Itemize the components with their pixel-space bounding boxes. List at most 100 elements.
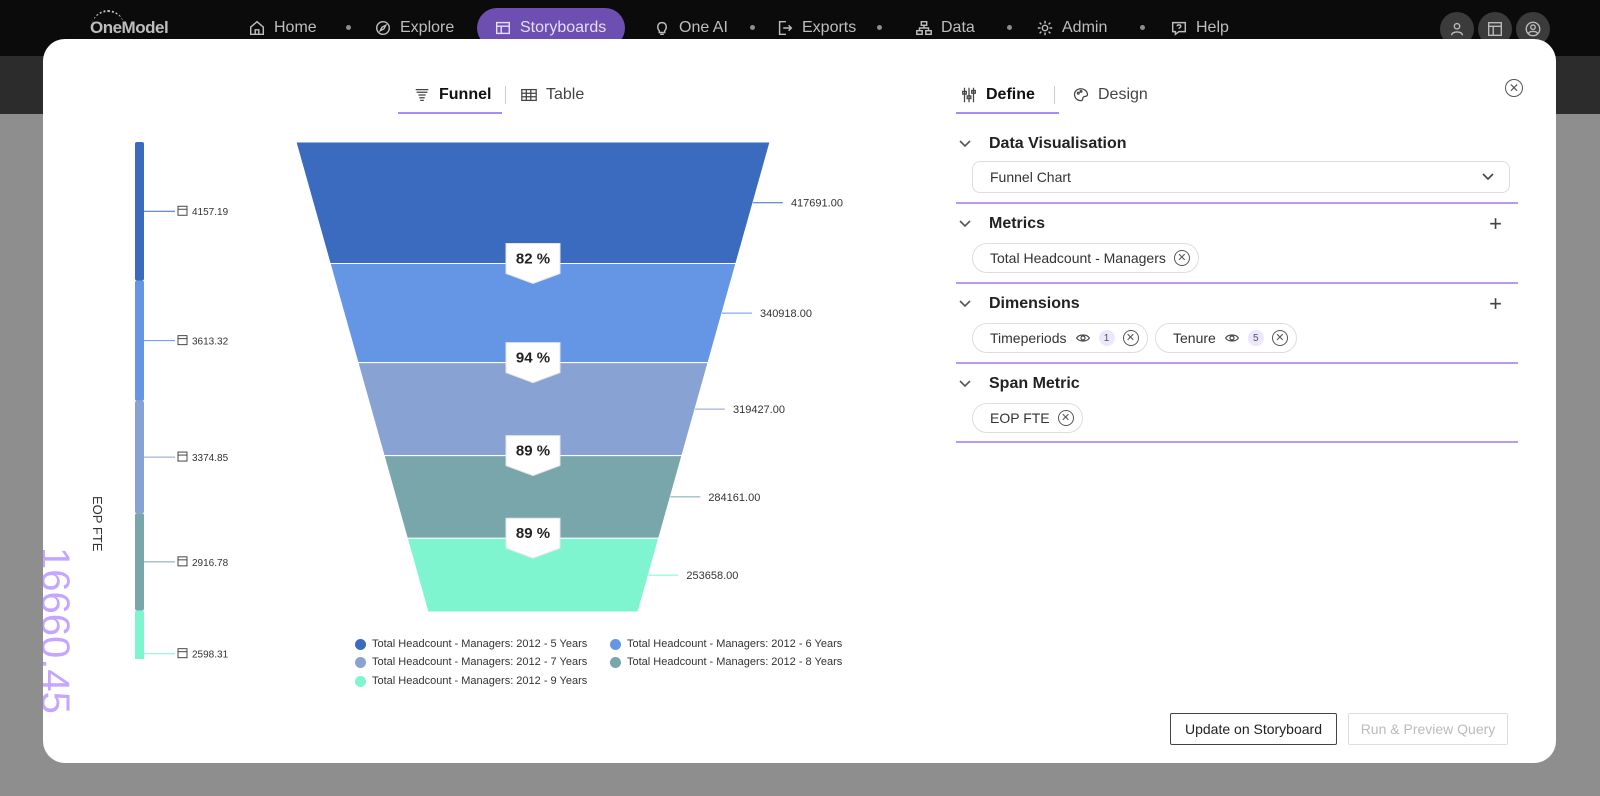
conversion-badge xyxy=(505,342,561,384)
section-header[interactable]: Data Visualisation xyxy=(956,129,1518,159)
calendar-icon xyxy=(177,335,188,346)
nav-item-label: Home xyxy=(274,19,317,36)
legend-label: Total Headcount - Managers: 2012 - 5 Yea… xyxy=(372,638,588,650)
active-panel-tab-underline xyxy=(956,112,1059,114)
tab-divider xyxy=(505,86,506,104)
nav-item-storyboards[interactable]: Storyboards xyxy=(494,14,606,42)
span-value-label: 4157.19 xyxy=(192,207,229,218)
chevron-down-icon[interactable] xyxy=(958,377,971,389)
visualisation-type-select[interactable]: Funnel Chart xyxy=(972,161,1510,193)
remove-chip-button[interactable]: ✕ xyxy=(1271,330,1288,346)
stage-value-label: 319427.00 xyxy=(733,404,785,416)
add-dimension-button[interactable]: + xyxy=(1489,291,1502,316)
legend-item[interactable]: Total Headcount - Managers: 2012 - 6 Yea… xyxy=(610,638,842,650)
compass-icon xyxy=(375,20,391,36)
stage-value-label: 340918.00 xyxy=(760,308,812,320)
tab-divider xyxy=(1054,86,1055,104)
close-modal-button[interactable]: ✕ xyxy=(1505,79,1523,97)
section-title: Span Metric xyxy=(989,375,1080,392)
section-header[interactable]: Span Metric xyxy=(956,369,1518,399)
tile-editor-modal: Funnel Table Define Design ✕ 417691.00 34… xyxy=(43,39,1556,763)
span-bar-segment xyxy=(135,610,144,659)
home-icon xyxy=(249,20,265,36)
add-metric-button[interactable]: + xyxy=(1489,211,1502,236)
remove-chip-button[interactable]: ✕ xyxy=(1057,410,1074,426)
table-icon xyxy=(521,88,537,102)
nav-item-one-ai[interactable]: One AI xyxy=(653,14,728,42)
span-metric-chip[interactable]: EOP FTE ✕ xyxy=(972,403,1083,433)
calendar-icon xyxy=(177,205,188,216)
calendar-icon xyxy=(177,451,188,462)
legend-swatch xyxy=(355,638,366,650)
dimension-chip-tenure[interactable]: Tenure 5 ✕ xyxy=(1155,323,1297,353)
funnel-icon xyxy=(415,88,429,102)
tab-label: Table xyxy=(546,86,585,103)
nav-item-admin[interactable]: Admin xyxy=(1036,14,1107,42)
legend-swatch xyxy=(610,638,621,650)
funnel-segment[interactable] xyxy=(406,537,660,613)
stage-value-label: 417691.00 xyxy=(791,198,843,210)
nav-separator-dot xyxy=(877,25,882,30)
run-preview-query-button[interactable]: Run & Preview Query xyxy=(1348,713,1508,745)
conversion-rate-label: 82 % xyxy=(516,250,550,267)
nav-item-exports[interactable]: Exports xyxy=(776,14,856,42)
close-icon: ✕ xyxy=(1508,81,1520,95)
nav-item-label: Admin xyxy=(1062,19,1108,36)
gear-icon xyxy=(1037,20,1053,36)
chevron-down-icon[interactable] xyxy=(958,297,971,309)
eye-icon[interactable] xyxy=(1075,330,1091,346)
tab-define[interactable]: Define xyxy=(960,77,1035,113)
nav-item-data[interactable]: Data xyxy=(915,14,975,42)
section-dimensions: Dimensions + Timeperiods 1 ✕ Tenure 5 ✕ xyxy=(956,289,1518,364)
calendar-icon xyxy=(177,648,188,659)
nav-separator-dot xyxy=(1140,25,1145,30)
legend-swatch xyxy=(355,675,366,687)
stage-value-label: 253658.00 xyxy=(686,570,738,582)
tab-funnel[interactable]: Funnel xyxy=(413,77,491,113)
legend-swatch xyxy=(610,656,621,668)
legend-item[interactable]: Total Headcount - Managers: 2012 - 5 Yea… xyxy=(355,638,587,650)
legend-item[interactable]: Total Headcount - Managers: 2012 - 8 Yea… xyxy=(610,656,842,668)
chip-label: Timeperiods xyxy=(990,330,1067,346)
chevron-down-icon[interactable] xyxy=(958,217,971,229)
update-on-storyboard-button[interactable]: Update on Storyboard xyxy=(1170,713,1337,745)
nav-item-label: Exports xyxy=(802,19,857,36)
legend-item[interactable]: Total Headcount - Managers: 2012 - 9 Yea… xyxy=(355,675,587,687)
span-metric-label: EOP FTE xyxy=(90,496,105,552)
section-header[interactable]: Metrics + xyxy=(956,209,1518,239)
lightbulb-icon xyxy=(657,21,667,36)
section-header[interactable]: Dimensions + xyxy=(956,289,1518,319)
tab-label: Define xyxy=(986,86,1035,103)
nav-item-home[interactable]: Home xyxy=(248,14,317,42)
export-icon xyxy=(778,20,793,36)
dimension-chip-timeperiods[interactable]: Timeperiods 1 ✕ xyxy=(972,323,1148,353)
legend-item[interactable]: Total Headcount - Managers: 2012 - 7 Yea… xyxy=(355,656,587,668)
span-value-label: 3374.85 xyxy=(192,453,229,464)
funnel-chart: 417691.00 340918.00 319427.00 284161.00 2536… xyxy=(135,141,843,659)
sliders-icon xyxy=(962,87,976,103)
nav-separator-dot xyxy=(750,25,755,30)
nav-item-explore[interactable]: Explore xyxy=(374,14,454,42)
section-title: Dimensions xyxy=(989,295,1080,312)
legend-swatch xyxy=(355,656,366,668)
tab-table[interactable]: Table xyxy=(520,77,584,113)
onemodel-logo[interactable]: OneModel xyxy=(90,10,169,46)
conversion-rate-label: 89 % xyxy=(516,443,550,460)
conversion-badge xyxy=(505,517,561,559)
span-value-label: 3613.32 xyxy=(192,337,229,348)
eye-icon[interactable] xyxy=(1224,330,1240,346)
chip-label: EOP FTE xyxy=(990,410,1050,426)
legend-label: Total Headcount - Managers: 2012 - 9 Yea… xyxy=(372,675,588,687)
conversion-badge xyxy=(505,242,561,285)
section-metrics: Metrics + Total Headcount - Managers ✕ xyxy=(956,209,1518,284)
remove-chip-button[interactable]: ✕ xyxy=(1122,330,1139,346)
count-badge: 1 xyxy=(1098,330,1115,346)
remove-chip-button[interactable]: ✕ xyxy=(1173,250,1190,266)
tab-design[interactable]: Design xyxy=(1072,77,1148,113)
chevron-down-icon[interactable] xyxy=(958,137,971,149)
metric-chip[interactable]: Total Headcount - Managers ✕ xyxy=(972,243,1199,273)
nav-item-help[interactable]: Help xyxy=(1170,14,1229,42)
nav-item-label: One AI xyxy=(679,19,728,36)
select-value: Funnel Chart xyxy=(990,169,1071,185)
user-circle-icon xyxy=(1525,21,1541,37)
